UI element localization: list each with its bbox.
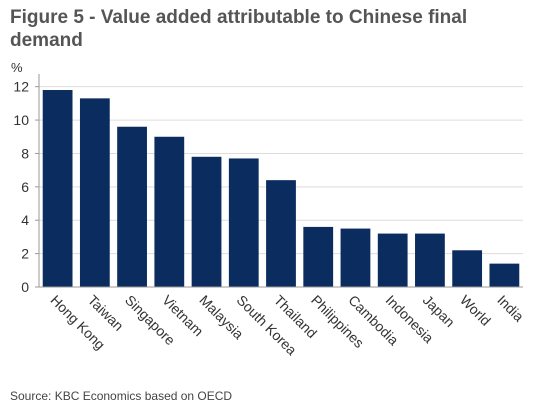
bar-indonesia bbox=[377, 233, 408, 287]
x-tick-label: India bbox=[494, 292, 527, 325]
y-axis-unit-label: % bbox=[11, 60, 23, 75]
bar-japan bbox=[415, 233, 445, 287]
bar-india bbox=[489, 263, 520, 287]
bar-thailand bbox=[266, 180, 296, 287]
y-tick-label: 12 bbox=[13, 79, 29, 95]
bar-singapore bbox=[117, 126, 147, 287]
bar-taiwan bbox=[79, 98, 110, 287]
bars bbox=[42, 90, 520, 287]
y-tick-label: 4 bbox=[21, 212, 29, 228]
bar-vietnam bbox=[154, 136, 185, 287]
bar-south-korea bbox=[228, 158, 259, 287]
bar-cambodia bbox=[340, 228, 371, 287]
bar-world bbox=[452, 250, 483, 287]
y-tick-label: 10 bbox=[13, 112, 29, 128]
chart-title: Figure 5 - Value added attributable to C… bbox=[10, 7, 468, 51]
y-tick-label: 8 bbox=[21, 145, 29, 161]
x-tick-label: World bbox=[457, 292, 494, 329]
axes bbox=[35, 74, 523, 288]
bar-hong-kong bbox=[42, 90, 73, 287]
y-tick-label: 2 bbox=[21, 246, 29, 262]
bar-philippines bbox=[303, 226, 334, 287]
bar-malaysia bbox=[191, 156, 222, 287]
y-tick-label: 0 bbox=[21, 279, 29, 295]
source-note: Source: KBC Economics based on OECD bbox=[10, 389, 233, 403]
y-tick-label: 6 bbox=[21, 179, 29, 195]
